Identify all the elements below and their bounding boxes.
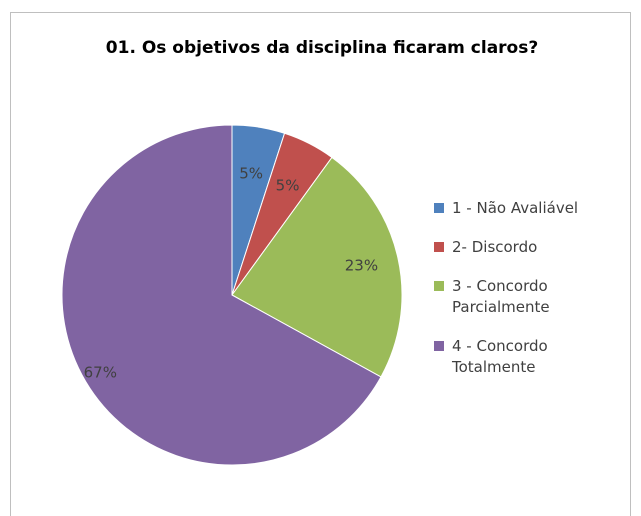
pie-slice bbox=[61, 124, 382, 466]
legend-label: 3 - Concordo Parcialmente bbox=[452, 277, 550, 316]
legend-swatch bbox=[434, 341, 444, 351]
legend-item: 2- Discordo bbox=[432, 237, 607, 258]
data-label: 67% bbox=[84, 363, 117, 381]
chart-title: 01. Os objetivos da disciplina ficaram c… bbox=[106, 38, 538, 58]
data-label: 23% bbox=[345, 257, 378, 275]
legend-label: 2- Discordo bbox=[452, 238, 538, 256]
legend-item: 1 - Não Avaliável bbox=[432, 198, 607, 219]
legend-swatch bbox=[434, 281, 444, 291]
legend-swatch bbox=[434, 242, 444, 252]
data-label: 5% bbox=[239, 165, 263, 183]
legend-label: 4 - Concordo Totalmente bbox=[452, 337, 548, 376]
legend-item: 3 - Concordo Parcialmente bbox=[432, 276, 607, 318]
data-label: 5% bbox=[276, 176, 300, 194]
legend-item: 4 - Concordo Totalmente bbox=[432, 336, 607, 378]
legend-label: 1 - Não Avaliável bbox=[452, 199, 579, 217]
legend-swatch bbox=[434, 203, 444, 213]
pie-slice bbox=[231, 156, 403, 378]
legend: 1 - Não Avaliável 2- Discordo 3 - Concordo… bbox=[432, 198, 607, 396]
